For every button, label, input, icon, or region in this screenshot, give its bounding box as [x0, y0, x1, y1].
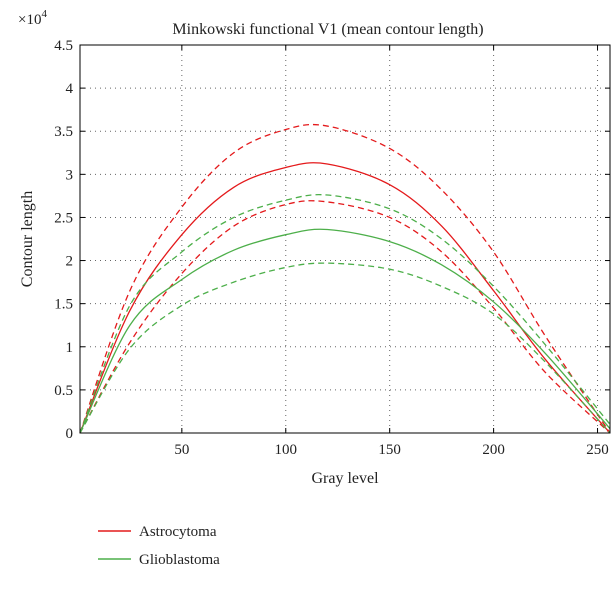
grid	[80, 45, 610, 433]
y-tick-label: 3.5	[54, 124, 73, 140]
y-multiplier-exponent: 4	[41, 8, 47, 20]
legend: Astrocytoma Glioblastoma	[98, 524, 220, 568]
y-tick-label: 1.5	[54, 297, 73, 313]
y-multiplier-base: ×10	[18, 12, 41, 28]
x-tick-label: 200	[482, 442, 505, 458]
legend-label-glioblastoma: Glioblastoma	[139, 552, 220, 568]
y-multiplier: ×104	[18, 8, 47, 28]
x-axis-label: Gray level	[311, 470, 379, 487]
y-tick-label: 2.5	[54, 210, 73, 226]
y-tick-label: 1	[66, 340, 74, 356]
x-tick-label: 250	[586, 442, 609, 458]
y-axis-label: Contour length	[19, 191, 36, 287]
x-tick-label: 100	[275, 442, 298, 458]
series-line-3-mean	[79, 228, 611, 434]
chart-title: Minkowski functional V1 (mean contour le…	[172, 21, 483, 38]
x-tick-label: 50	[174, 442, 189, 458]
series-line-1-bound	[79, 123, 611, 434]
plot-frame	[79, 44, 611, 434]
legend-label-astrocytoma: Astrocytoma	[139, 524, 217, 540]
y-tick-label: 4.5	[54, 38, 73, 54]
series-line-5-bound	[79, 262, 611, 434]
series-lines	[79, 123, 611, 434]
y-tick-label: 2	[66, 254, 74, 270]
y-tick-label: 0	[66, 426, 74, 442]
series-line-4-bound	[79, 194, 611, 434]
x-tick-label: 150	[378, 442, 401, 458]
series-line-0-mean	[79, 162, 611, 434]
series-line-2-bound	[79, 200, 611, 434]
x-tick-labels: 50 100 150 200 250	[174, 442, 608, 458]
y-tick-labels: 0 0.5 1 1.5 2 2.5 3 3.5 4 4.5	[54, 38, 73, 442]
y-tick-label: 3	[66, 167, 74, 183]
y-tick-label: 4	[66, 81, 74, 97]
y-tick-label: 0.5	[54, 383, 73, 399]
axis-ticks	[80, 44, 610, 434]
